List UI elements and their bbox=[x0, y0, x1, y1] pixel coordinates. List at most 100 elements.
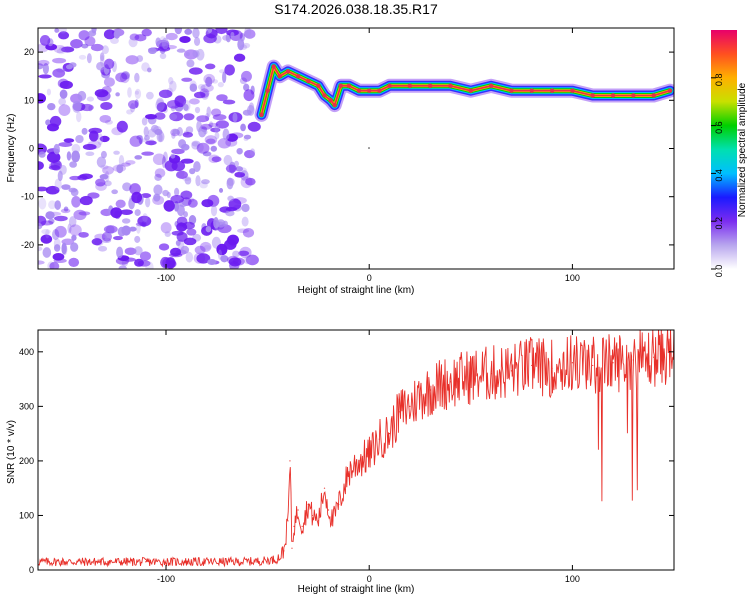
noise-blob bbox=[245, 177, 256, 186]
noise-blob bbox=[214, 125, 220, 133]
colorbar-tick-label: 0.8 bbox=[714, 74, 724, 87]
noise-blob bbox=[168, 76, 174, 85]
noise-blob bbox=[78, 30, 90, 41]
noise-blob bbox=[38, 59, 50, 66]
ridge-point bbox=[338, 83, 343, 89]
noise-blob bbox=[171, 132, 176, 139]
noise-blob bbox=[205, 226, 212, 233]
noise-blob bbox=[129, 135, 142, 147]
noise-blob bbox=[99, 52, 105, 62]
colorbar-tick-label: 0.2 bbox=[714, 217, 724, 230]
snr-point bbox=[592, 364, 594, 367]
noise-blob bbox=[245, 254, 259, 266]
noise-blob bbox=[237, 228, 250, 233]
noise-blob bbox=[137, 215, 152, 227]
snr-point bbox=[571, 362, 574, 364]
noise-blob bbox=[116, 246, 124, 259]
noise-blob bbox=[207, 258, 217, 266]
noise-blob bbox=[200, 83, 214, 93]
noise-blob bbox=[52, 253, 65, 261]
noise-blob bbox=[169, 111, 184, 122]
noise-blob bbox=[211, 156, 222, 163]
noise-blob bbox=[52, 68, 66, 78]
noise-blob bbox=[200, 241, 212, 252]
snr-point bbox=[293, 525, 295, 527]
noise-blob bbox=[73, 209, 87, 221]
noise-blob bbox=[52, 228, 60, 241]
noise-blob bbox=[46, 123, 59, 132]
snr-point bbox=[653, 356, 655, 358]
ridge-point bbox=[285, 69, 291, 74]
snr-point bbox=[419, 394, 421, 397]
noise-blob bbox=[136, 55, 144, 62]
snr-point bbox=[439, 383, 441, 386]
noise-blob bbox=[158, 133, 163, 142]
noise-blob bbox=[110, 207, 123, 219]
noise-blob bbox=[80, 103, 94, 112]
noise-blob bbox=[45, 211, 55, 220]
noise-blob bbox=[203, 73, 215, 85]
noise-blob bbox=[153, 125, 162, 135]
noise-blob bbox=[141, 117, 148, 126]
noise-blob bbox=[59, 80, 73, 90]
colorbar-axes: 0.0 0.2 0.4 0.6 0.8 bbox=[711, 74, 724, 278]
noise-blob bbox=[230, 132, 244, 139]
noise-blob bbox=[243, 89, 255, 102]
snr-point bbox=[104, 561, 106, 563]
noise-blob bbox=[222, 220, 228, 227]
noise-blob bbox=[183, 113, 195, 121]
noise-blob bbox=[141, 151, 154, 156]
noise-blob bbox=[97, 245, 108, 252]
snr-point bbox=[287, 520, 289, 522]
noise-blob bbox=[103, 77, 115, 87]
noise-blob bbox=[242, 42, 251, 49]
spectrogram-xlabel: Height of straight line (km) bbox=[298, 285, 415, 296]
ridge-point bbox=[448, 83, 453, 89]
noise-blob bbox=[68, 187, 78, 193]
noise-blob bbox=[232, 257, 245, 266]
noise-blob bbox=[63, 206, 69, 212]
noise-blob bbox=[145, 196, 151, 208]
snr-point bbox=[226, 561, 228, 563]
ridge-point bbox=[549, 88, 555, 93]
noise-blob bbox=[139, 251, 151, 261]
snr-point bbox=[358, 460, 360, 462]
snr-point bbox=[510, 370, 513, 372]
snr-point bbox=[388, 433, 391, 435]
ridge-point bbox=[367, 88, 372, 93]
snr-point bbox=[378, 438, 380, 440]
noise-blob bbox=[84, 36, 96, 47]
noise-blob bbox=[210, 205, 218, 217]
noise-blob bbox=[125, 160, 136, 165]
noise-blob bbox=[176, 48, 186, 53]
noise-blob bbox=[162, 189, 169, 197]
ridge-point bbox=[529, 88, 534, 93]
noise-blob bbox=[187, 198, 198, 208]
noise-blob bbox=[170, 247, 182, 257]
noise-blob bbox=[164, 231, 171, 237]
snr-point bbox=[289, 460, 291, 462]
noise-blob bbox=[206, 106, 211, 118]
noise-blob bbox=[174, 28, 183, 35]
noise-blob bbox=[58, 142, 73, 147]
noise-blob bbox=[45, 229, 50, 239]
noise-blob bbox=[198, 83, 206, 91]
noise-blob bbox=[58, 97, 67, 106]
noise-blob bbox=[196, 48, 205, 61]
ridge-point bbox=[407, 83, 413, 89]
noise-blob bbox=[99, 174, 109, 180]
spectrogram-x-tick-label: 100 bbox=[565, 273, 580, 283]
colorbar-tick-label: 0.0 bbox=[714, 265, 724, 278]
noise-blob bbox=[241, 216, 249, 227]
snr-point bbox=[297, 509, 299, 511]
snr-y-tick-label: 400 bbox=[19, 347, 34, 357]
noise-blob bbox=[189, 83, 198, 92]
noise-blob bbox=[54, 225, 67, 238]
noise-blob bbox=[194, 106, 201, 114]
noise-blob bbox=[115, 92, 120, 97]
noise-blob bbox=[207, 28, 213, 34]
noise-blob bbox=[56, 48, 66, 55]
noise-blob bbox=[90, 43, 104, 52]
noise-blob bbox=[165, 32, 178, 41]
